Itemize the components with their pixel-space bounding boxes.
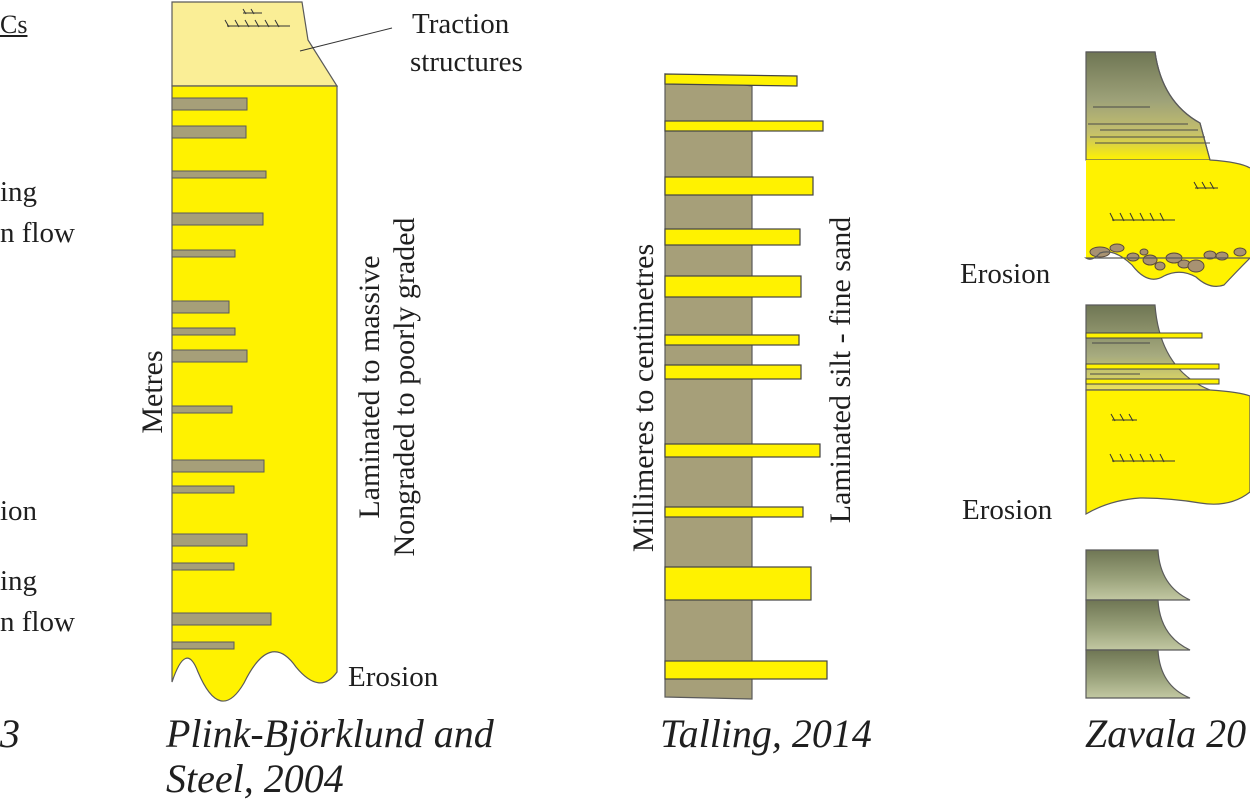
left-text-fragment-2: n flow [0, 217, 75, 249]
plink-erosion-label: Erosion [348, 661, 439, 693]
zavala-upper-mud [1085, 51, 1211, 161]
plink-column [171, 1, 393, 702]
left-text-fragment-5: n flow [0, 606, 75, 638]
zavala-upper-outline [1084, 51, 1250, 287]
traction-label-line2: structures [410, 46, 523, 78]
talling-description: Laminated silt - fine sand [824, 216, 857, 524]
zavala-upper-sand [1086, 160, 1250, 287]
left-text-fragment-4: ing [0, 565, 38, 597]
metres-scale-label: Metres [136, 350, 169, 434]
zavala-upper-ripples [1109, 181, 1218, 222]
talling-sand-beds [664, 73, 828, 680]
zavala-middle-ripples [1109, 413, 1175, 463]
talling-silt-column [664, 73, 753, 700]
zavala-erosion-label-lower: Erosion [962, 494, 1053, 526]
plink-description: Laminated to massive Nongraded to poorly… [352, 198, 432, 576]
plink-cap-ripple-marks [224, 8, 290, 28]
zavala-middle-mud [1085, 304, 1211, 391]
plink-citation-line2: Steel, 2004 [166, 756, 344, 801]
zavala-erosion-label-upper: Erosion [960, 258, 1051, 290]
traction-leader-line [299, 27, 393, 52]
plink-description-line2: Nongraded to poorly graded [388, 217, 422, 557]
zavala-upper-bed [1084, 51, 1250, 287]
zavala-middle-laminae [1090, 342, 1150, 375]
zavala-middle-sand [1085, 389, 1250, 516]
plink-description-line1: Laminated to massive [353, 255, 386, 519]
zavala-basal-clasts [1089, 243, 1247, 273]
zavala-middle-sand-streaks [1085, 332, 1220, 385]
zavala-upper-laminae [1088, 106, 1210, 144]
left-text-fragment-3: ion [0, 495, 38, 527]
traction-label-line1: Traction [412, 8, 510, 40]
plink-silt-beds [171, 97, 272, 650]
plink-sand-column [171, 85, 338, 702]
zavala-citation: Zavala 20 [1085, 711, 1247, 756]
left-header-fragment: Cs [0, 10, 28, 39]
talling-column [664, 73, 828, 700]
talling-citation: Talling, 2014 [660, 711, 872, 756]
zavala-middle-bed [1085, 304, 1250, 516]
talling-scale-label: Millimeres to centimetres [627, 243, 660, 553]
zavala-lower-beds [1085, 549, 1191, 699]
left-text-fragment-1: ing [0, 176, 38, 208]
plink-citation-line1: Plink-Björklund and [166, 711, 494, 756]
left-citation-fragment: 3 [0, 711, 20, 756]
plink-traction-cap [171, 1, 339, 87]
